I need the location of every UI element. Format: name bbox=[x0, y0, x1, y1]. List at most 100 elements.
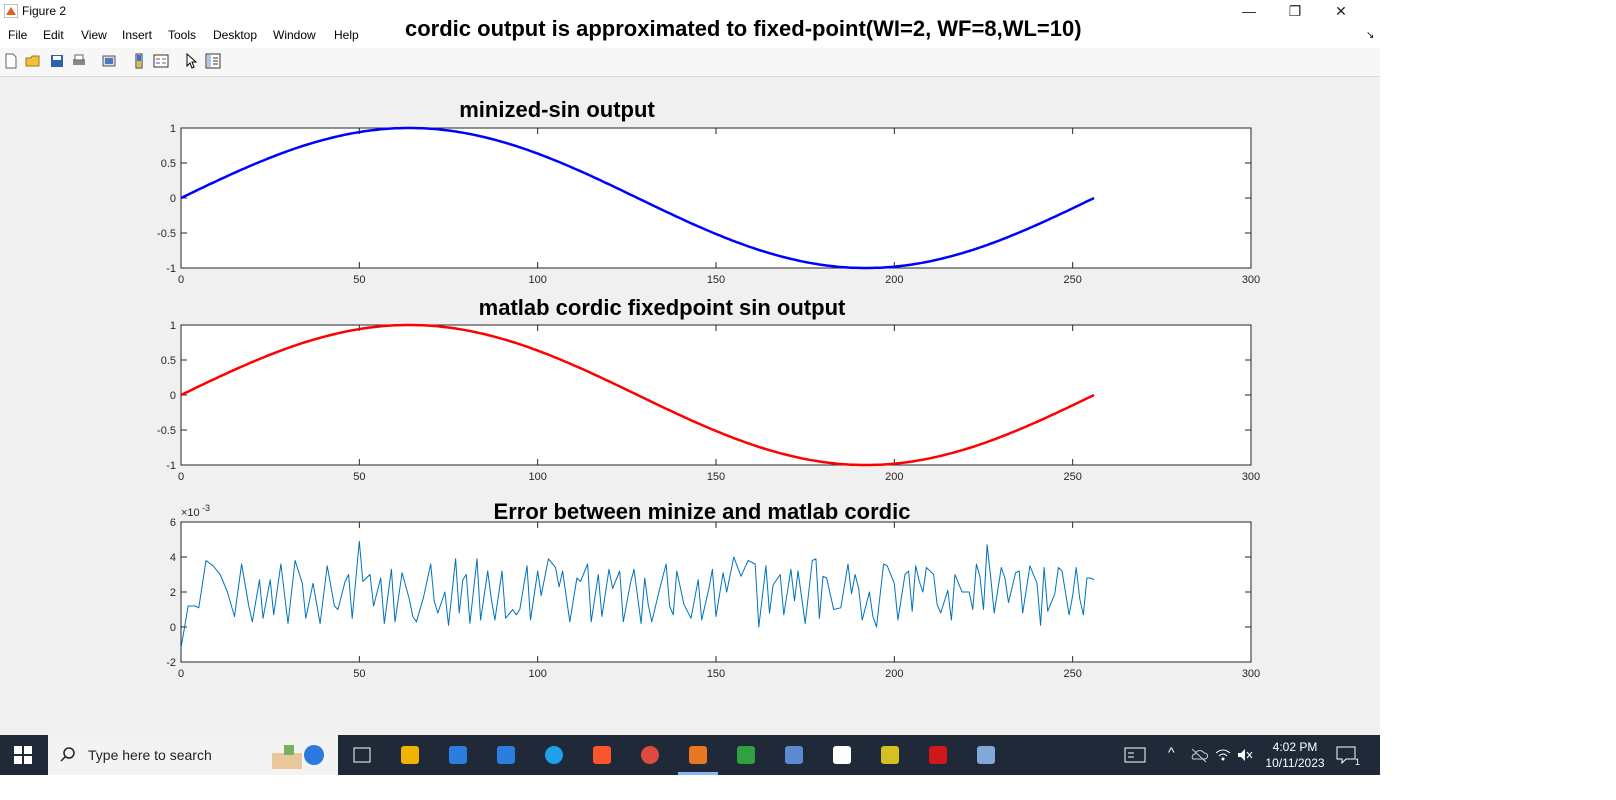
y-tick-label: 1 bbox=[170, 123, 176, 135]
y-tick-label: 0 bbox=[170, 193, 176, 205]
menu-window[interactable]: Window bbox=[273, 28, 316, 42]
select-arrow-icon[interactable] bbox=[183, 53, 199, 69]
x-tick-label: 250 bbox=[1063, 668, 1081, 680]
restore-button[interactable]: ❐ bbox=[1288, 3, 1302, 19]
window-title: Figure 2 bbox=[22, 4, 67, 18]
x-tick-label: 300 bbox=[1242, 471, 1260, 483]
menu-file[interactable]: File bbox=[8, 28, 28, 42]
edge-icon[interactable] bbox=[540, 741, 568, 769]
title-bar: Figure 2 — ❐ ✕ bbox=[0, 0, 1380, 24]
input-indicator-icon[interactable] bbox=[1124, 745, 1146, 765]
menu-edit[interactable]: Edit bbox=[43, 28, 64, 42]
y-exponent-label: ×10 bbox=[181, 507, 200, 519]
x-tick-label: 150 bbox=[707, 668, 725, 680]
x-tick-label: 200 bbox=[885, 668, 903, 680]
windows-start-icon[interactable] bbox=[14, 746, 32, 764]
x-tick-label: 100 bbox=[528, 471, 546, 483]
search-icon bbox=[60, 747, 75, 762]
menu-bar: File Edit View Insert Tools Desktop Wind… bbox=[0, 24, 1380, 48]
search-placeholder: Type here to search bbox=[88, 747, 212, 763]
taskbar-search-box[interactable]: Type here to search bbox=[48, 735, 338, 775]
x-tick-label: 0 bbox=[178, 668, 184, 680]
brave-icon[interactable] bbox=[588, 741, 616, 769]
store-icon[interactable] bbox=[444, 741, 472, 769]
axes-box bbox=[180, 127, 1252, 269]
y-tick-label: -1 bbox=[166, 460, 176, 472]
figure-title: cordic output is approximated to fixed-p… bbox=[405, 16, 1082, 41]
figure-toolbar bbox=[0, 48, 1380, 77]
subplot-title: Error between minize and matlab cordic bbox=[494, 499, 911, 524]
x-tick-label: 150 bbox=[707, 274, 725, 286]
calculator-icon[interactable] bbox=[780, 741, 808, 769]
y-tick-label: -1 bbox=[166, 263, 176, 275]
y-tick-label: -0.5 bbox=[157, 425, 176, 437]
file-explorer-icon[interactable] bbox=[396, 741, 424, 769]
clock-time[interactable]: 4:02 PM bbox=[1272, 740, 1318, 754]
x-tick-label: 0 bbox=[178, 471, 184, 483]
x-tick-label: 50 bbox=[353, 471, 365, 483]
menu-desktop[interactable]: Desktop bbox=[213, 28, 258, 42]
task-view-icon[interactable] bbox=[348, 741, 376, 769]
new-figure-icon[interactable] bbox=[3, 53, 19, 69]
y-tick-label: 0 bbox=[170, 622, 176, 634]
x-tick-label: 50 bbox=[353, 274, 365, 286]
y-tick-label: 1 bbox=[170, 320, 176, 332]
notepad-icon[interactable] bbox=[732, 741, 760, 769]
property-editor-icon[interactable] bbox=[205, 53, 221, 69]
series-line bbox=[180, 540, 1095, 649]
subplot-title: matlab cordic fixedpoint sin output bbox=[479, 295, 846, 320]
print-preview-icon[interactable] bbox=[101, 53, 117, 69]
settings-icon[interactable] bbox=[828, 741, 856, 769]
y-tick-label: 6 bbox=[170, 517, 176, 529]
chevron-up-icon[interactable]: ^ bbox=[1168, 744, 1175, 760]
x-tick-label: 300 bbox=[1242, 668, 1260, 680]
matlab-figure-icon bbox=[4, 4, 18, 18]
notification-icon[interactable] bbox=[1336, 745, 1358, 765]
x-tick-label: 250 bbox=[1063, 274, 1081, 286]
subplot-2: 0 50 100 150 200 250 300 1 0.5 0 -0.5 -1 matlab cord… bbox=[157, 295, 1260, 483]
y-tick-label: 4 bbox=[170, 552, 176, 564]
volume-muted-icon[interactable] bbox=[1236, 747, 1254, 763]
save-icon[interactable] bbox=[49, 53, 65, 69]
y-tick-label: -0.5 bbox=[157, 228, 176, 240]
menu-tools[interactable]: Tools bbox=[168, 28, 197, 42]
legend-icon[interactable] bbox=[153, 53, 169, 69]
redapp-icon[interactable] bbox=[924, 741, 952, 769]
mail-icon[interactable] bbox=[492, 741, 520, 769]
subplot-title: minized-sin output bbox=[459, 97, 655, 122]
colorbar-icon[interactable] bbox=[131, 53, 147, 69]
y-tick-label: 0.5 bbox=[161, 158, 176, 170]
y-tick-label: 0.5 bbox=[161, 355, 176, 367]
axes-box bbox=[180, 324, 1252, 466]
y-tick-label: 0 bbox=[170, 390, 176, 402]
x-tick-label: 100 bbox=[528, 274, 546, 286]
dock-arrow-icon[interactable]: ↘ bbox=[1366, 30, 1375, 41]
print-icon[interactable] bbox=[71, 53, 87, 69]
x-tick-label: 200 bbox=[885, 274, 903, 286]
menu-help[interactable]: Help bbox=[334, 28, 359, 42]
series-line bbox=[180, 126, 1095, 270]
menu-view[interactable]: View bbox=[81, 28, 107, 42]
matlab-icon[interactable] bbox=[684, 741, 712, 769]
windows-taskbar: Type here to search ^ 4:02 PM 10/11/2023… bbox=[0, 735, 1380, 775]
chrome-icon[interactable] bbox=[636, 741, 664, 769]
menu-insert[interactable]: Insert bbox=[122, 28, 153, 42]
y-exponent-power: -3 bbox=[202, 503, 210, 513]
close-button[interactable]: ✕ bbox=[1335, 3, 1347, 19]
onedrive-icon[interactable] bbox=[1190, 747, 1208, 763]
series-line bbox=[180, 323, 1095, 467]
x-tick-label: 0 bbox=[178, 274, 184, 286]
axes-box bbox=[180, 521, 1252, 663]
wifi-icon[interactable] bbox=[1214, 747, 1232, 763]
open-icon[interactable] bbox=[25, 53, 41, 69]
x-tick-label: 100 bbox=[528, 668, 546, 680]
vivado-icon[interactable] bbox=[876, 741, 904, 769]
clock-date[interactable]: 10/11/2023 bbox=[1265, 756, 1325, 770]
paint-icon[interactable] bbox=[972, 741, 1000, 769]
y-tick-label: 2 bbox=[170, 587, 176, 599]
x-tick-label: 200 bbox=[885, 471, 903, 483]
y-tick-label: -2 bbox=[166, 657, 176, 669]
x-tick-label: 50 bbox=[353, 668, 365, 680]
minimize-button[interactable]: — bbox=[1242, 3, 1256, 19]
